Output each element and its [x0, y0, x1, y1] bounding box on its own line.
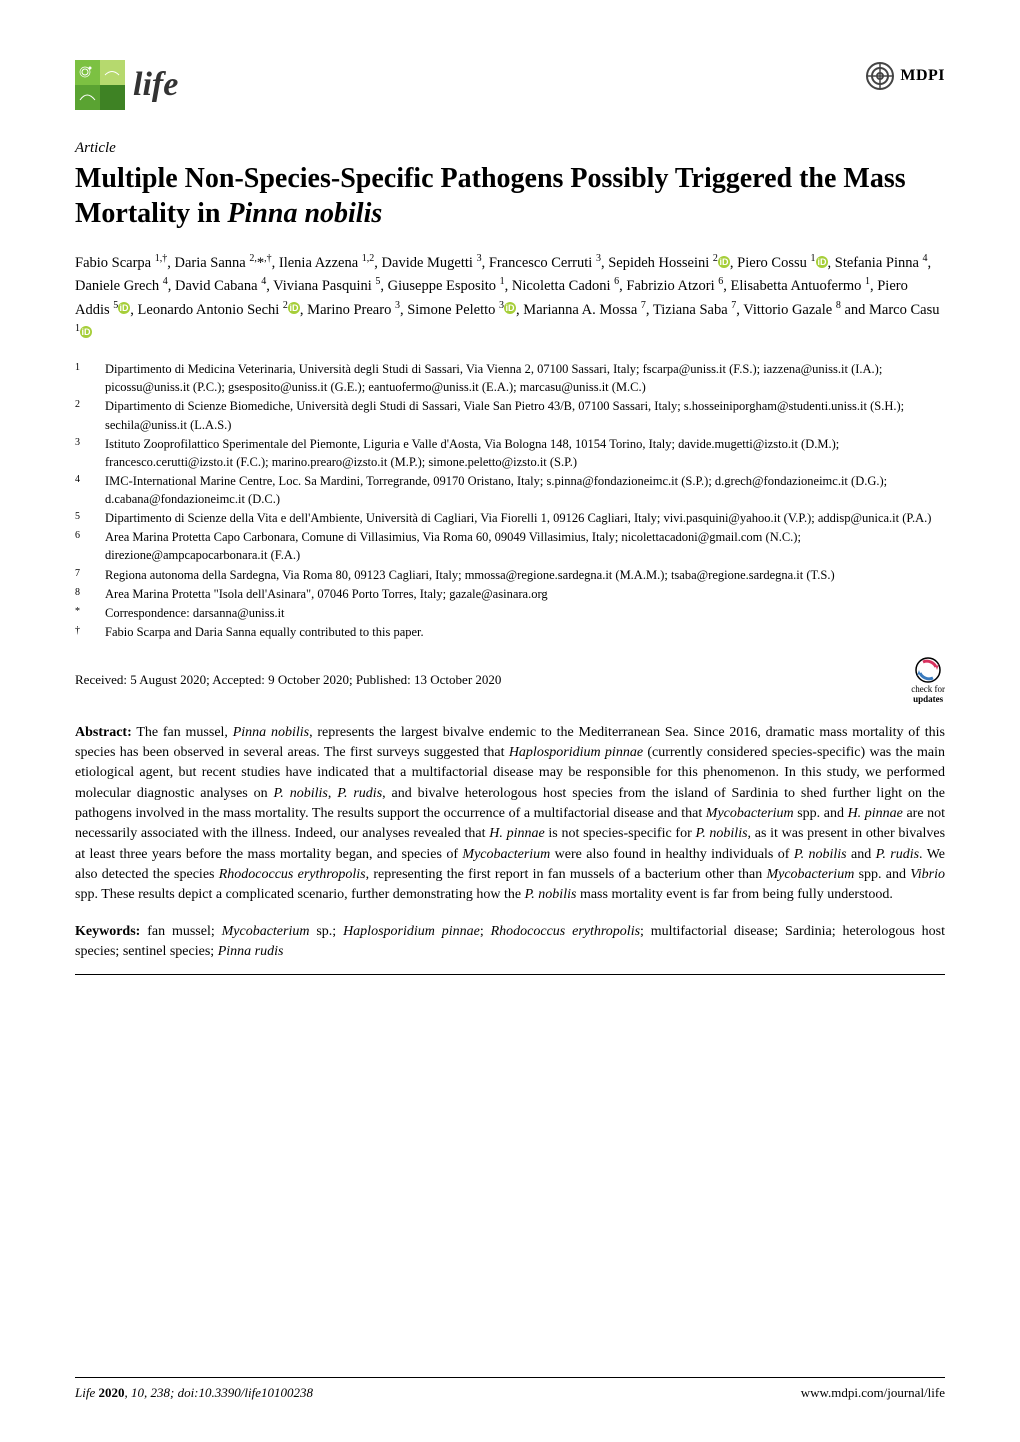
affiliation-row: 7 Regiona autonoma della Sardegna, Via Ro… — [75, 566, 945, 584]
abstract-label: Abstract: — [75, 725, 132, 740]
orcid-icon: iD — [718, 253, 730, 265]
orcid-icon: iD — [80, 323, 92, 335]
affiliation-text: Area Marina Protetta "Isola dell'Asinara… — [105, 585, 945, 603]
orcid-icon: iD — [504, 299, 516, 311]
page-footer: Life 2020, 10, 238; doi:10.3390/life1010… — [75, 1377, 945, 1402]
abstract-block: Abstract: The fan mussel, Pinna nobilis,… — [75, 723, 945, 906]
mdpi-icon — [864, 60, 896, 92]
check-updates-icon — [913, 655, 943, 685]
svg-text:iD: iD — [506, 303, 516, 313]
affiliation-text: Dipartimento di Scienze della Vita e del… — [105, 509, 945, 527]
check-updates-label-2: updates — [913, 695, 943, 705]
orcid-icon: iD — [118, 299, 130, 311]
check-updates-badge[interactable]: check for updates — [911, 655, 945, 705]
affiliation-row: 5 Dipartimento di Scienze della Vita e de… — [75, 509, 945, 527]
svg-text:iD: iD — [817, 257, 827, 267]
affiliation-list: 1 Dipartimento di Medicina Veterinaria, U… — [75, 360, 945, 641]
publication-dates: Received: 5 August 2020; Accepted: 9 Oct… — [75, 671, 501, 689]
affiliation-row: 2 Dipartimento di Scienze Biomediche, Uni… — [75, 397, 945, 433]
affiliation-row: 8 Area Marina Protetta "Isola dell'Asinar… — [75, 585, 945, 603]
article-type: Article — [75, 138, 945, 159]
journal-logo-block: life — [75, 60, 178, 110]
affiliation-number: † — [75, 623, 93, 641]
svg-text:iD: iD — [82, 327, 92, 337]
affiliation-number: 1 — [75, 360, 93, 396]
affiliation-text: IMC-International Marine Centre, Loc. Sa… — [105, 472, 945, 508]
keywords-label: Keywords: — [75, 924, 140, 939]
svg-text:iD: iD — [289, 303, 299, 313]
publisher-name: MDPI — [900, 65, 945, 87]
orcid-icon: iD — [288, 299, 300, 311]
affiliation-number: 3 — [75, 435, 93, 471]
abstract-text: The fan mussel, Pinna nobilis, represent… — [75, 725, 945, 902]
life-logo-icon — [75, 60, 125, 110]
affiliation-text: Dipartimento di Medicina Veterinaria, Un… — [105, 360, 945, 396]
affiliation-text: Regiona autonoma della Sardegna, Via Rom… — [105, 566, 945, 584]
affiliation-number: 7 — [75, 566, 93, 584]
affiliation-number: 6 — [75, 528, 93, 564]
svg-text:iD: iD — [719, 257, 729, 267]
author-list: Fabio Scarpa 1,†, Daria Sanna 2,*,†, Ile… — [75, 251, 945, 344]
affiliation-number: 8 — [75, 585, 93, 603]
affiliation-text: Istituto Zooprofilattico Sperimentale de… — [105, 435, 945, 471]
footer-citation: Life 2020, 10, 238; doi:10.3390/life1010… — [75, 1384, 313, 1402]
affiliation-row: † Fabio Scarpa and Daria Sanna equally co… — [75, 623, 945, 641]
affiliation-row: * Correspondence: darsanna@uniss.it — [75, 604, 945, 622]
affiliation-text: Correspondence: darsanna@uniss.it — [105, 604, 945, 622]
affiliation-text: Fabio Scarpa and Daria Sanna equally con… — [105, 623, 945, 641]
svg-text:iD: iD — [120, 303, 130, 313]
footer-url: www.mdpi.com/journal/life — [801, 1384, 945, 1402]
article-title: Multiple Non-Species-Specific Pathogens … — [75, 161, 945, 231]
keywords-block: Keywords: fan mussel; Mycobacterium sp.;… — [75, 922, 945, 976]
affiliation-row: 3 Istituto Zooprofilattico Sperimentale d… — [75, 435, 945, 471]
affiliation-text: Area Marina Protetta Capo Carbonara, Com… — [105, 528, 945, 564]
publication-dates-row: Received: 5 August 2020; Accepted: 9 Oct… — [75, 655, 945, 705]
affiliation-row: 6 Area Marina Protetta Capo Carbonara, Co… — [75, 528, 945, 564]
affiliation-text: Dipartimento di Scienze Biomediche, Univ… — [105, 397, 945, 433]
affiliation-row: 1 Dipartimento di Medicina Veterinaria, U… — [75, 360, 945, 396]
keywords-text: fan mussel; Mycobacterium sp.; Haplospor… — [75, 924, 945, 959]
mdpi-logo: MDPI — [864, 60, 945, 92]
affiliation-row: 4 IMC-International Marine Centre, Loc. S… — [75, 472, 945, 508]
affiliation-number: * — [75, 604, 93, 622]
orcid-icon: iD — [816, 253, 828, 265]
affiliation-number: 2 — [75, 397, 93, 433]
affiliation-number: 5 — [75, 509, 93, 527]
journal-name: life — [133, 61, 178, 109]
page-header: life MDPI — [75, 60, 945, 110]
affiliation-number: 4 — [75, 472, 93, 508]
